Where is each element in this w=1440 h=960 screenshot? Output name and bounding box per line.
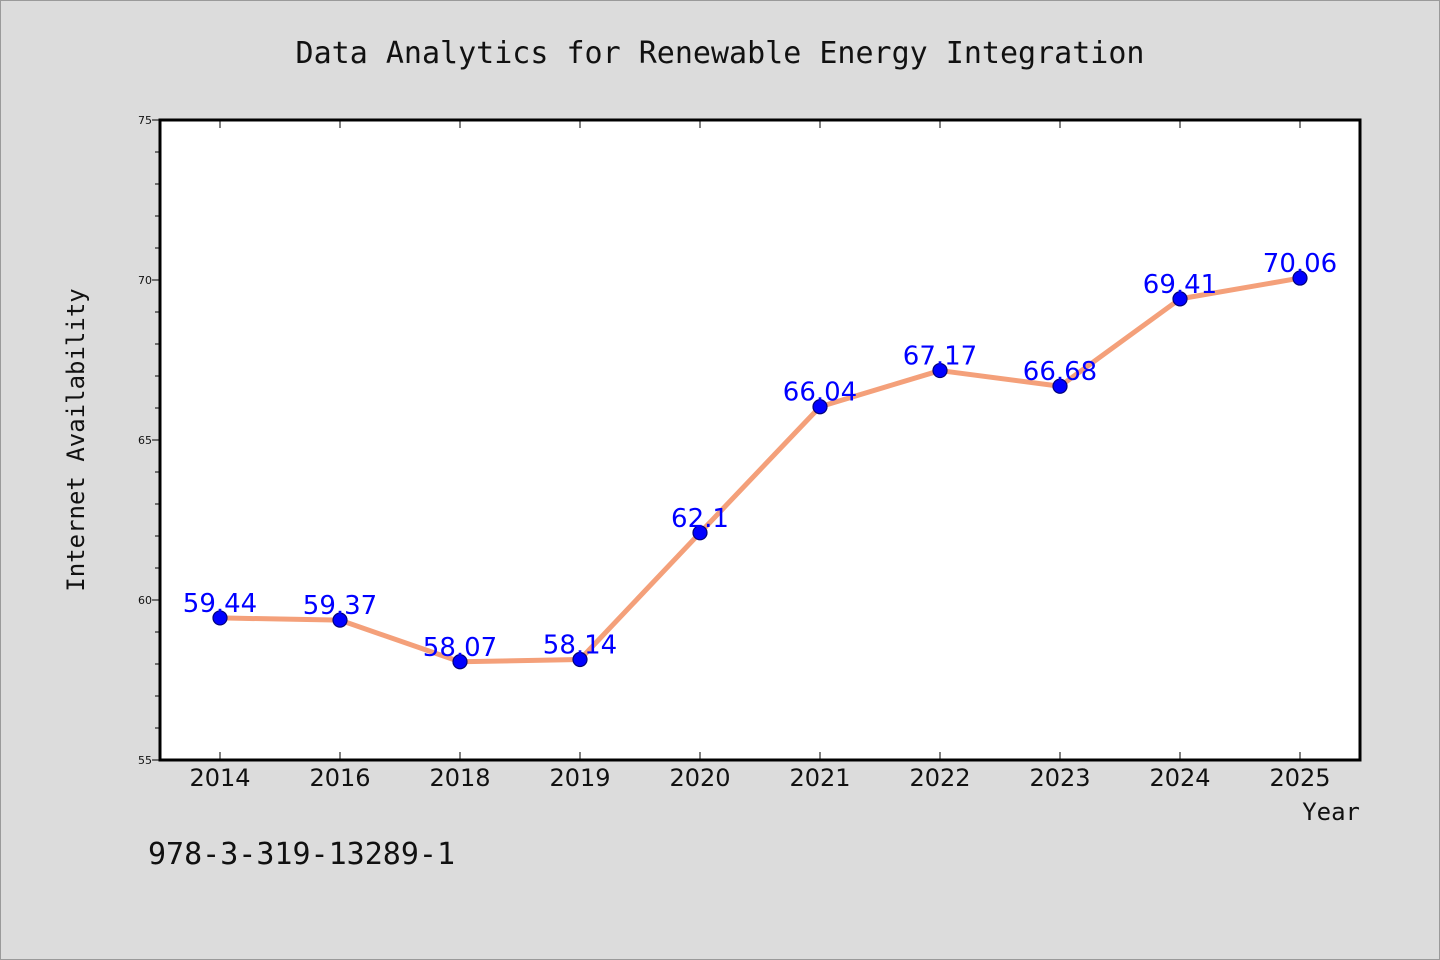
data-point bbox=[452, 654, 468, 670]
data-label: 67.17 bbox=[903, 342, 977, 372]
isbn-text: 978-3-319-13289-1 bbox=[148, 837, 455, 872]
data-label: 66.04 bbox=[783, 378, 857, 408]
data-point bbox=[212, 610, 228, 626]
y-tick-label: 55 bbox=[138, 754, 152, 767]
data-label: 58.14 bbox=[543, 631, 617, 661]
y-axis: 55 60 65 70 75 bbox=[138, 114, 160, 767]
x-axis-label: Year bbox=[1302, 798, 1360, 826]
data-point bbox=[332, 612, 348, 628]
x-tick-label: 2024 bbox=[1149, 764, 1210, 792]
data-label: 59.37 bbox=[303, 591, 377, 621]
data-point bbox=[692, 525, 708, 541]
data-label: 66.68 bbox=[1023, 357, 1097, 387]
x-axis: 2014 2016 2018 2019 2020 2021 2022 2023 2024 2025 bbox=[189, 120, 1331, 792]
chart-title: Data Analytics for Renewable Energy Inte… bbox=[296, 36, 1145, 71]
x-tick-label: 2023 bbox=[1029, 764, 1090, 792]
data-label: 62.1 bbox=[671, 504, 729, 534]
x-tick-label: 2018 bbox=[429, 764, 490, 792]
x-tick-label: 2025 bbox=[1269, 764, 1330, 792]
x-tick-label: 2020 bbox=[669, 764, 730, 792]
x-tick-label: 2019 bbox=[549, 764, 610, 792]
data-label: 69.41 bbox=[1143, 270, 1217, 300]
data-point bbox=[1292, 270, 1308, 286]
x-tick-label: 2021 bbox=[789, 764, 850, 792]
y-tick-label: 60 bbox=[138, 594, 152, 607]
y-tick-label: 70 bbox=[138, 274, 152, 287]
data-label: 59.44 bbox=[183, 589, 257, 619]
data-point bbox=[572, 651, 588, 668]
data-point bbox=[932, 362, 948, 379]
y-tick-label: 75 bbox=[138, 114, 152, 127]
data-labels: 59.44 59.37 58.07 58.14 62.1 66.04 67.17 66.68 6… bbox=[183, 249, 1337, 663]
data-label: 58.07 bbox=[423, 633, 497, 663]
series-line bbox=[217, 275, 1303, 665]
y-axis-label: Internet Availability bbox=[62, 288, 90, 591]
x-tick-label: 2022 bbox=[909, 764, 970, 792]
data-point bbox=[1052, 378, 1068, 394]
data-point bbox=[812, 399, 828, 415]
x-tick-label: 2016 bbox=[309, 764, 370, 792]
series-markers bbox=[212, 270, 1308, 670]
data-point bbox=[1172, 291, 1188, 307]
plot-area bbox=[158, 118, 1362, 762]
data-label: 70.06 bbox=[1263, 249, 1337, 279]
x-tick-label: 2014 bbox=[189, 764, 250, 792]
y-tick-label: 65 bbox=[138, 434, 152, 447]
